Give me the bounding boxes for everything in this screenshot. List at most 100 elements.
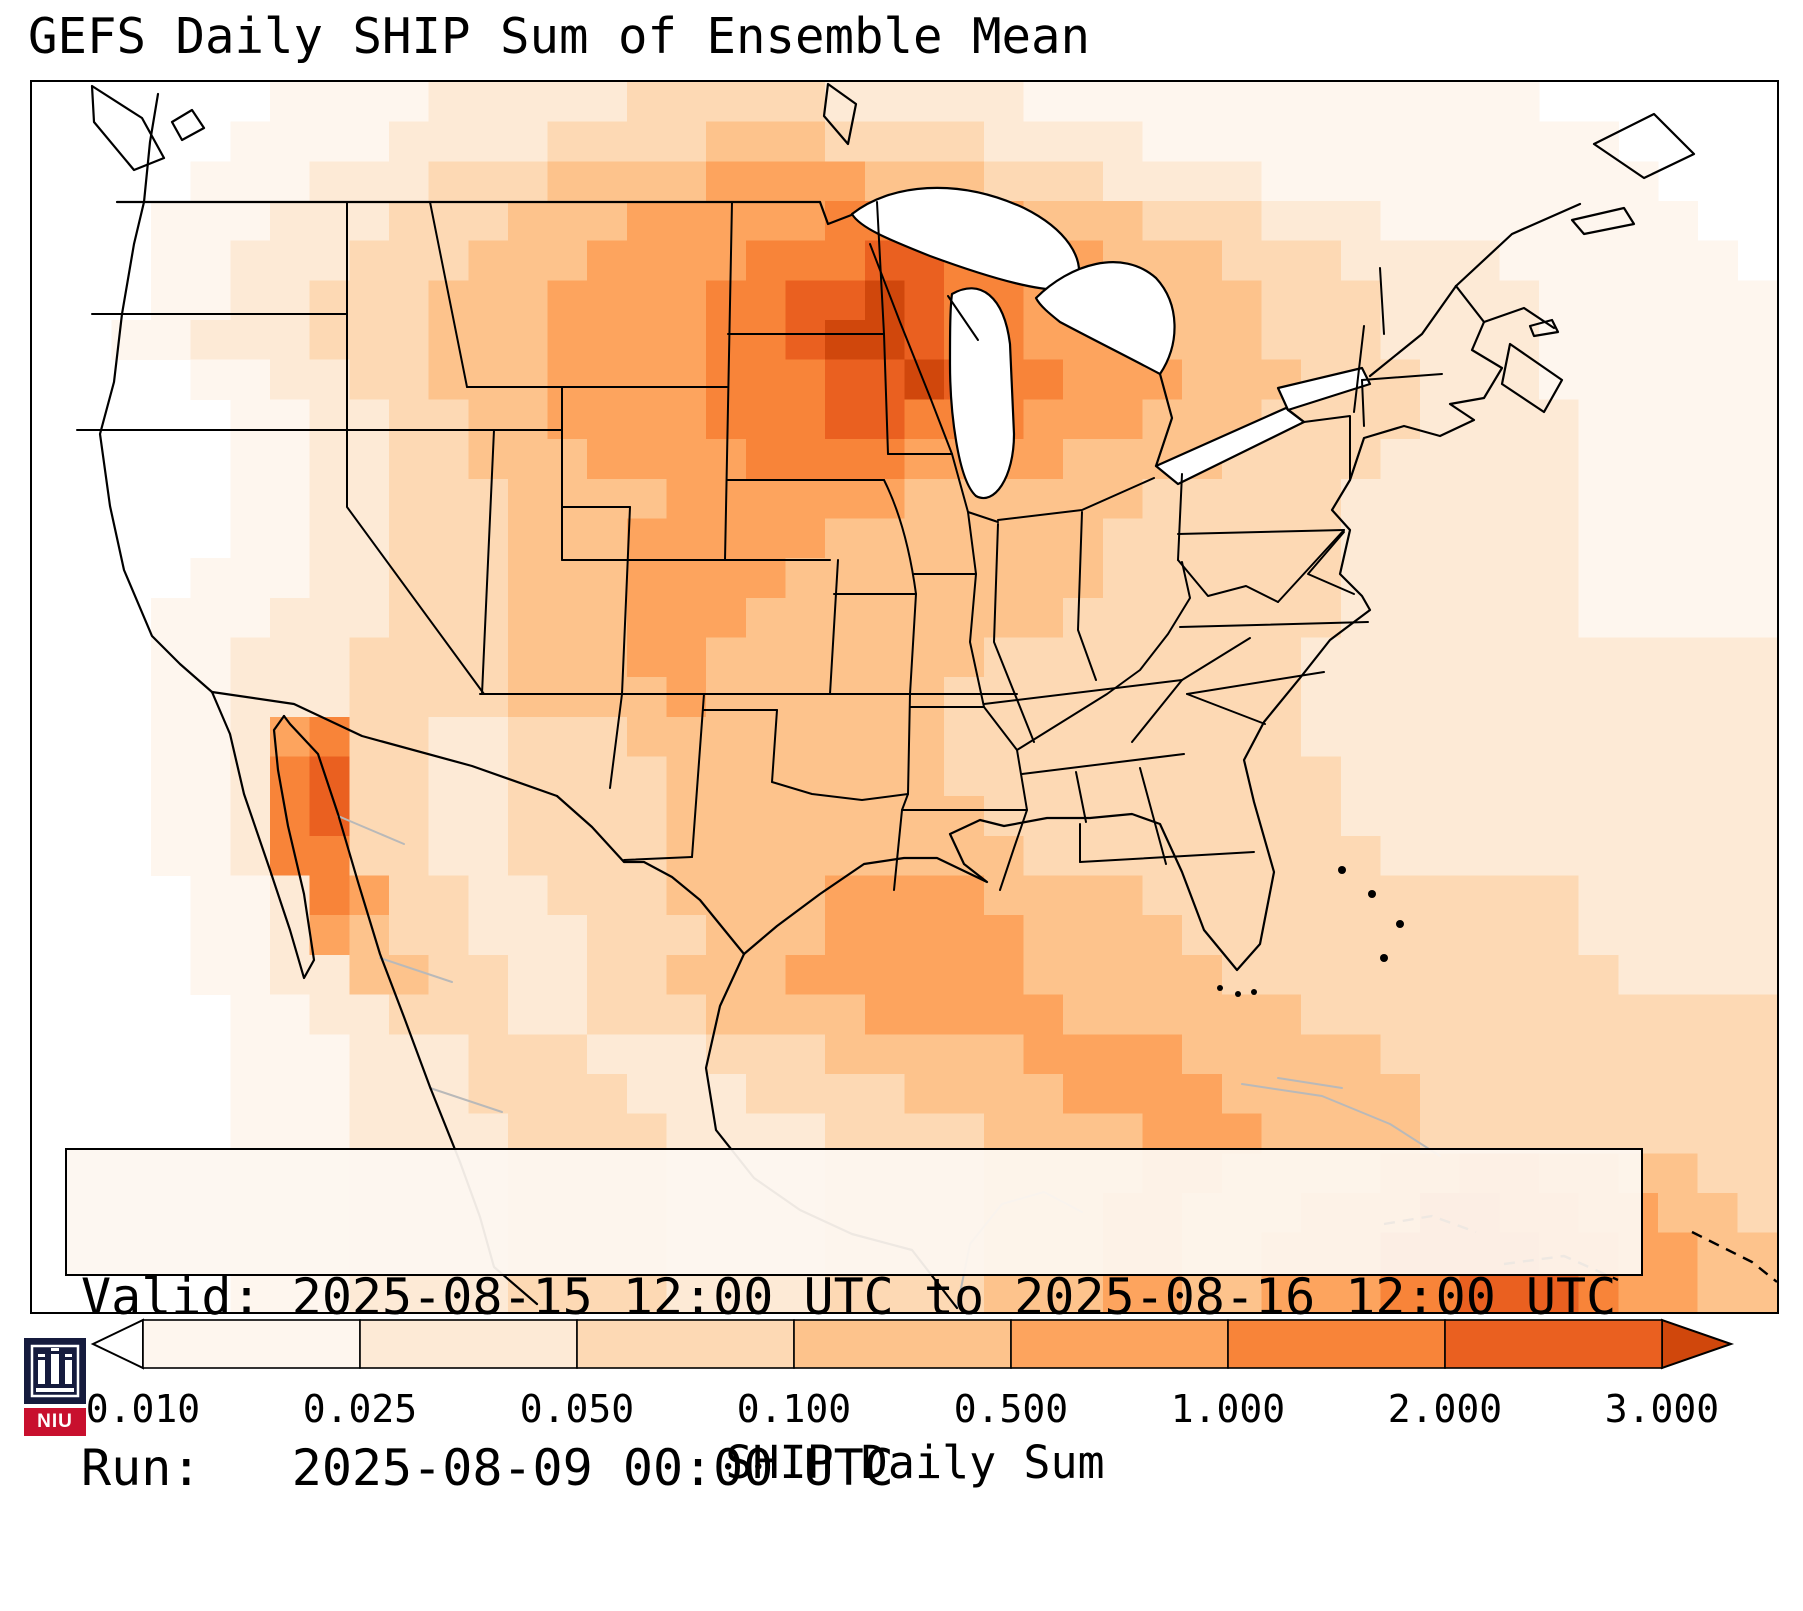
map-geometry-path <box>230 915 271 956</box>
map-geometry-path <box>818 200 856 226</box>
map-geometry-path <box>706 121 747 162</box>
map-geometry-path <box>1182 82 1223 123</box>
map-geometry-path <box>468 478 509 519</box>
map-geometry-path <box>1618 439 1659 480</box>
map-geometry-path <box>706 597 747 638</box>
map-geometry-path <box>706 677 747 718</box>
map-geometry-path <box>379 957 453 983</box>
map-geometry-path <box>507 915 549 956</box>
map-geometry-path <box>269 359 311 400</box>
map-geometry-path <box>1063 1113 1104 1154</box>
map-geometry-path <box>785 994 826 1035</box>
map-geometry-path <box>1420 637 1461 678</box>
map-geometry-path <box>1499 320 1540 361</box>
map-geometry-path <box>468 637 509 678</box>
map-geometry-path <box>1221 1272 1262 1312</box>
map-geometry-path <box>1420 359 1461 400</box>
map-geometry-path <box>547 756 588 797</box>
map-geometry-path <box>1261 716 1302 758</box>
map-geometry-path <box>825 875 866 916</box>
colorbar-tick-label: 0.010 <box>86 1387 200 1431</box>
map-geometry-path <box>309 994 350 1035</box>
map-geometry-path <box>1737 597 1777 638</box>
map-geometry-path <box>785 677 826 718</box>
map-geometry-path <box>1459 280 1500 321</box>
map-geometry-path <box>1261 1113 1302 1154</box>
map-geometry-path <box>1340 518 1381 559</box>
map-geometry-path <box>904 121 945 162</box>
map-panel: Valid: 2025-08-15 12:00 UTC to 2025-08-1… <box>30 80 1779 1497</box>
map-geometry-path <box>1697 796 1738 837</box>
map-geometry-path <box>1261 597 1302 638</box>
map-geometry-path <box>1618 161 1659 202</box>
map-geometry-path <box>1102 597 1143 638</box>
map-geometry-path <box>944 1113 985 1154</box>
map-geometry-path <box>547 994 588 1035</box>
map-geometry-path <box>1658 558 1699 599</box>
map-geometry-path <box>1539 240 1580 281</box>
map-geometry-path <box>1697 558 1738 599</box>
map-geometry-path <box>983 915 1024 956</box>
map-geometry-path <box>1737 637 1777 678</box>
map-geometry-path <box>1697 835 1738 877</box>
map-geometry-path <box>309 320 350 361</box>
map-geometry-path <box>1261 835 1302 877</box>
map-geometry-path <box>1420 756 1461 797</box>
map-geometry-path <box>1177 473 1183 561</box>
map-geometry-path <box>1221 240 1262 281</box>
map-geometry-path <box>626 161 668 202</box>
map-geometry-path <box>909 593 917 695</box>
map-geometry-path <box>1697 1272 1738 1312</box>
map-geometry-path <box>190 359 231 400</box>
map-geometry-path <box>1261 478 1302 519</box>
map-geometry-path <box>388 320 430 361</box>
map-geometry-path <box>1261 1272 1302 1312</box>
map-geometry-path <box>1023 399 1064 440</box>
map-geometry-path <box>1499 637 1540 678</box>
map-geometry-path <box>745 320 787 361</box>
map-geometry-path <box>90 84 166 172</box>
map-geometry-path <box>468 677 509 718</box>
map-geometry-path <box>1102 875 1143 916</box>
map-geometry-path <box>1340 240 1381 281</box>
map-geometry-path <box>349 161 390 202</box>
map-geometry-path <box>1420 716 1461 758</box>
map-geometry-path <box>428 478 469 519</box>
map-geometry-path <box>1261 161 1302 202</box>
map-geometry-path <box>190 677 231 718</box>
map-geometry-path <box>947 295 979 341</box>
map-geometry-path <box>1063 1073 1104 1115</box>
map-geometry-path <box>1539 320 1580 361</box>
map-geometry-path <box>745 280 787 321</box>
map-geometry-path <box>1182 161 1223 202</box>
map-geometry-path <box>547 637 588 678</box>
map-geometry-path <box>1420 677 1461 718</box>
map-geometry-path <box>666 1272 707 1312</box>
map-geometry-path <box>944 82 985 123</box>
map-geometry-path <box>507 280 549 321</box>
map-geometry-path <box>428 399 469 440</box>
map-geometry-path <box>1368 890 1376 898</box>
map-geometry-path <box>547 518 588 559</box>
map-geometry-path <box>349 637 390 678</box>
map-geometry-path <box>904 82 945 123</box>
map-geometry-path <box>547 1073 588 1115</box>
map-geometry-path <box>944 756 985 797</box>
map-geometry-path <box>1618 1034 1659 1075</box>
map-geometry-path <box>309 1073 350 1115</box>
map-geometry-path <box>1380 121 1421 162</box>
map-geometry-path <box>1182 954 1223 996</box>
map-geometry-path <box>626 1034 668 1075</box>
map-geometry-path <box>785 240 826 281</box>
map-geometry-path <box>745 359 787 400</box>
map-geometry-path <box>825 835 866 877</box>
map-geometry-path <box>904 518 945 559</box>
map-geometry-path <box>230 835 271 877</box>
map-geometry-path <box>428 954 469 996</box>
map-geometry-path <box>745 240 787 281</box>
map-geometry-path <box>1578 915 1619 956</box>
map-geometry-path <box>1261 518 1302 559</box>
map-geometry-path <box>825 399 866 440</box>
map-geometry-path <box>1578 558 1619 599</box>
map-geometry-path <box>1182 399 1223 440</box>
